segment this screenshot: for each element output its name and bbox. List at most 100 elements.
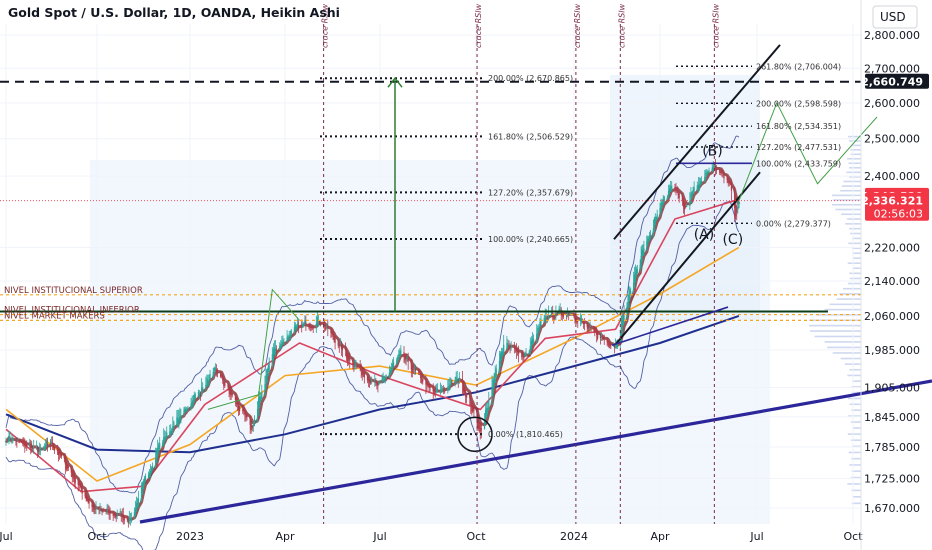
candle-body (145, 476, 146, 481)
candle-body (719, 169, 720, 173)
candle-body (667, 197, 668, 200)
fib-left-label: 200.00% (2,670.865) (488, 74, 573, 83)
candle-body (545, 316, 546, 321)
candle-body (671, 186, 672, 189)
candle-body (451, 382, 452, 383)
candle-body (215, 367, 216, 371)
candle-body (312, 327, 313, 328)
candle-body (444, 389, 445, 390)
candle-body (232, 393, 233, 395)
candle-body (200, 394, 201, 395)
candle-body (720, 171, 721, 174)
candle-body (302, 324, 303, 326)
candle-body (713, 166, 714, 169)
y-tick-label: 2,700.000 (864, 62, 920, 75)
candle-body (516, 348, 517, 351)
candle-body (398, 354, 399, 360)
candle-body (176, 417, 177, 425)
candle-body (399, 351, 400, 357)
candle-body (206, 378, 207, 387)
candle-body (707, 172, 708, 174)
volume-profile-bar (832, 204, 861, 206)
candle-body (254, 419, 255, 426)
candle-body (435, 391, 436, 392)
x-tick-label: Apr (275, 530, 295, 543)
candle-body (683, 198, 684, 207)
volume-profile-bar (849, 228, 861, 230)
candle-body (304, 320, 305, 324)
candle-body (544, 318, 545, 322)
candle-body (279, 346, 280, 350)
candle-body (487, 408, 488, 413)
candle-body (54, 445, 55, 449)
candle-body (192, 402, 193, 406)
candle-body (347, 353, 348, 361)
candle-body (698, 185, 699, 188)
candle-body (290, 335, 291, 337)
candle-body (230, 388, 231, 394)
price-axis[interactable]: 2,800.000 2,700.000 2,600.000 2,500.000 2,40… (861, 0, 929, 550)
candle-body (310, 326, 311, 328)
candle-body (260, 397, 261, 402)
rsi-cross-label: cruce RSIw (617, 3, 626, 48)
volume-profile-bar (843, 288, 861, 290)
candle-body (266, 370, 267, 383)
candle-body (414, 369, 415, 370)
candle-body (367, 375, 368, 380)
candle-body (377, 383, 378, 386)
candle-body (500, 354, 501, 367)
candle-body (194, 395, 195, 402)
candle-body (503, 345, 504, 354)
candle-body (715, 166, 716, 167)
price-chart[interactable]: NIVEL INSTITUCIONAL SUPERIORNIVEL INSTIT… (0, 0, 932, 550)
candle-body (152, 466, 153, 470)
candle-body (338, 340, 339, 346)
candle-body (376, 381, 377, 385)
candle-body (712, 168, 713, 172)
candle-body (243, 410, 244, 411)
candle-body (61, 453, 62, 456)
candle-body (202, 387, 203, 391)
volume-profile-bar (829, 304, 861, 306)
candle-body (694, 187, 695, 193)
candle-body (469, 395, 470, 398)
candle-body (675, 187, 676, 189)
currency-button[interactable]: USD (873, 6, 917, 28)
wave-label: (C) (722, 232, 743, 248)
candle-body (413, 368, 414, 369)
fib-right-label: 127.20% (2,477.531) (756, 143, 841, 152)
candle-body (494, 378, 495, 388)
candle-body (355, 365, 356, 366)
x-axis: Jul Oct 2023 Apr Jul Oct 2024 Apr Jul Oct (0, 530, 863, 543)
volume-profile-bar (841, 213, 861, 215)
candle-body (297, 323, 298, 327)
fib-left-label: 100.00% (2,240.665) (488, 235, 573, 244)
candle-body (422, 379, 423, 382)
candle-body (525, 353, 526, 356)
candle-body (470, 397, 471, 406)
candle-body (728, 178, 729, 183)
candle-body (700, 182, 701, 186)
candle-body (396, 361, 397, 365)
candle-body (501, 352, 502, 360)
candle-body (682, 195, 683, 200)
candle-body (637, 269, 638, 273)
candle-body (301, 326, 302, 327)
candle-body (407, 358, 408, 359)
candle-body (727, 176, 728, 180)
candle-body (597, 333, 598, 339)
y-tick-label: 1,845.000 (864, 411, 920, 424)
candle-body (532, 339, 533, 345)
candle-body (389, 372, 390, 377)
candle-body (308, 323, 309, 327)
candle-body (166, 433, 167, 438)
candle-body (138, 499, 139, 506)
candle-body (669, 189, 670, 195)
x-tick-label: Jul (749, 530, 763, 543)
y-tick-label: 2,220.000 (864, 241, 920, 254)
candle-body (660, 204, 661, 213)
candle-body (250, 416, 251, 425)
volume-profile-bar (851, 421, 861, 423)
candle-body (378, 382, 379, 384)
candle-body (480, 425, 481, 431)
